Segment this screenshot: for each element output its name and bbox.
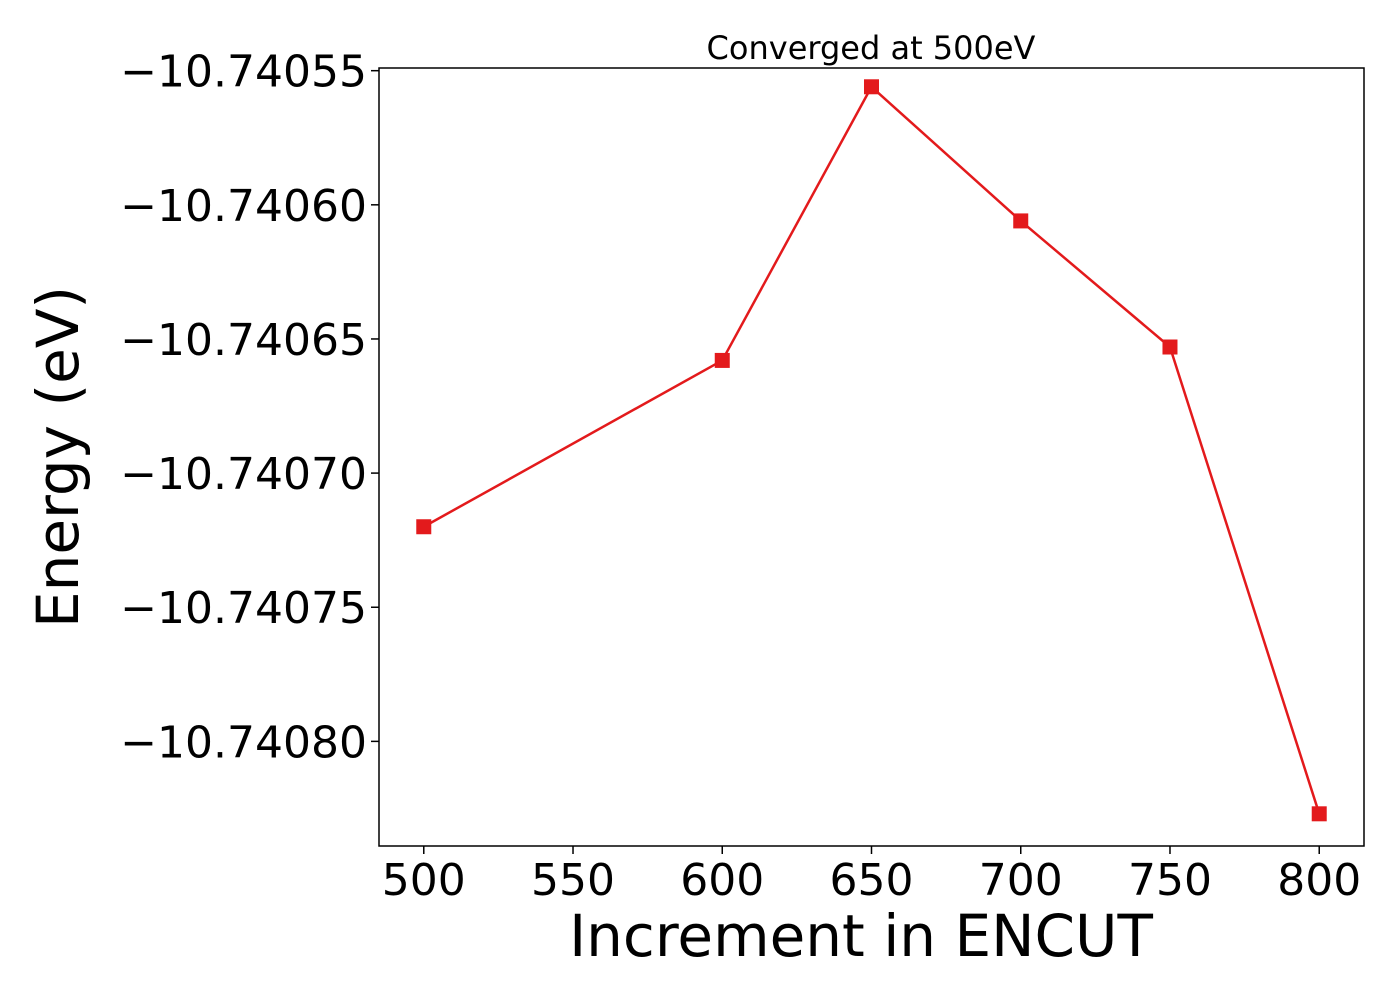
data-point-marker — [1162, 339, 1178, 355]
y-tick-label: −10.74080 — [120, 717, 367, 768]
x-tick-label: 550 — [531, 855, 615, 906]
data-point-marker — [714, 352, 730, 368]
y-tick-label: −10.74075 — [120, 583, 367, 634]
x-tick-label: 700 — [979, 855, 1063, 906]
y-tick-label: −10.74055 — [120, 47, 367, 98]
data-point-marker — [416, 519, 432, 535]
x-tick-label: 800 — [1277, 855, 1361, 906]
x-axis-title: Increment in ENCUT — [569, 902, 1153, 970]
data-point-marker — [1013, 213, 1029, 229]
y-tick-label: −10.74070 — [120, 449, 367, 500]
data-point-marker — [864, 79, 879, 95]
y-tick-label: −10.74065 — [120, 315, 367, 366]
y-axis-title: Energy (eV) — [24, 286, 92, 628]
plot-area-frame — [378, 67, 1365, 847]
series-layer — [416, 79, 1327, 822]
y-axis-ticks: −10.74080 −10.74075 −10.74070 −10.74065 −10.… — [120, 47, 379, 768]
x-tick-label: 600 — [680, 855, 764, 906]
x-tick-label: 500 — [382, 855, 466, 906]
x-tick-label: 650 — [830, 855, 914, 906]
x-tick-label: 750 — [1128, 855, 1212, 906]
data-point-marker — [1311, 806, 1327, 822]
x-axis-ticks: 500 550 600 650 700 750 800 — [382, 846, 1361, 906]
chart-title: Converged at 500eV — [707, 29, 1036, 67]
series-line — [423, 85, 1321, 815]
y-tick-label: −10.74060 — [120, 181, 367, 232]
